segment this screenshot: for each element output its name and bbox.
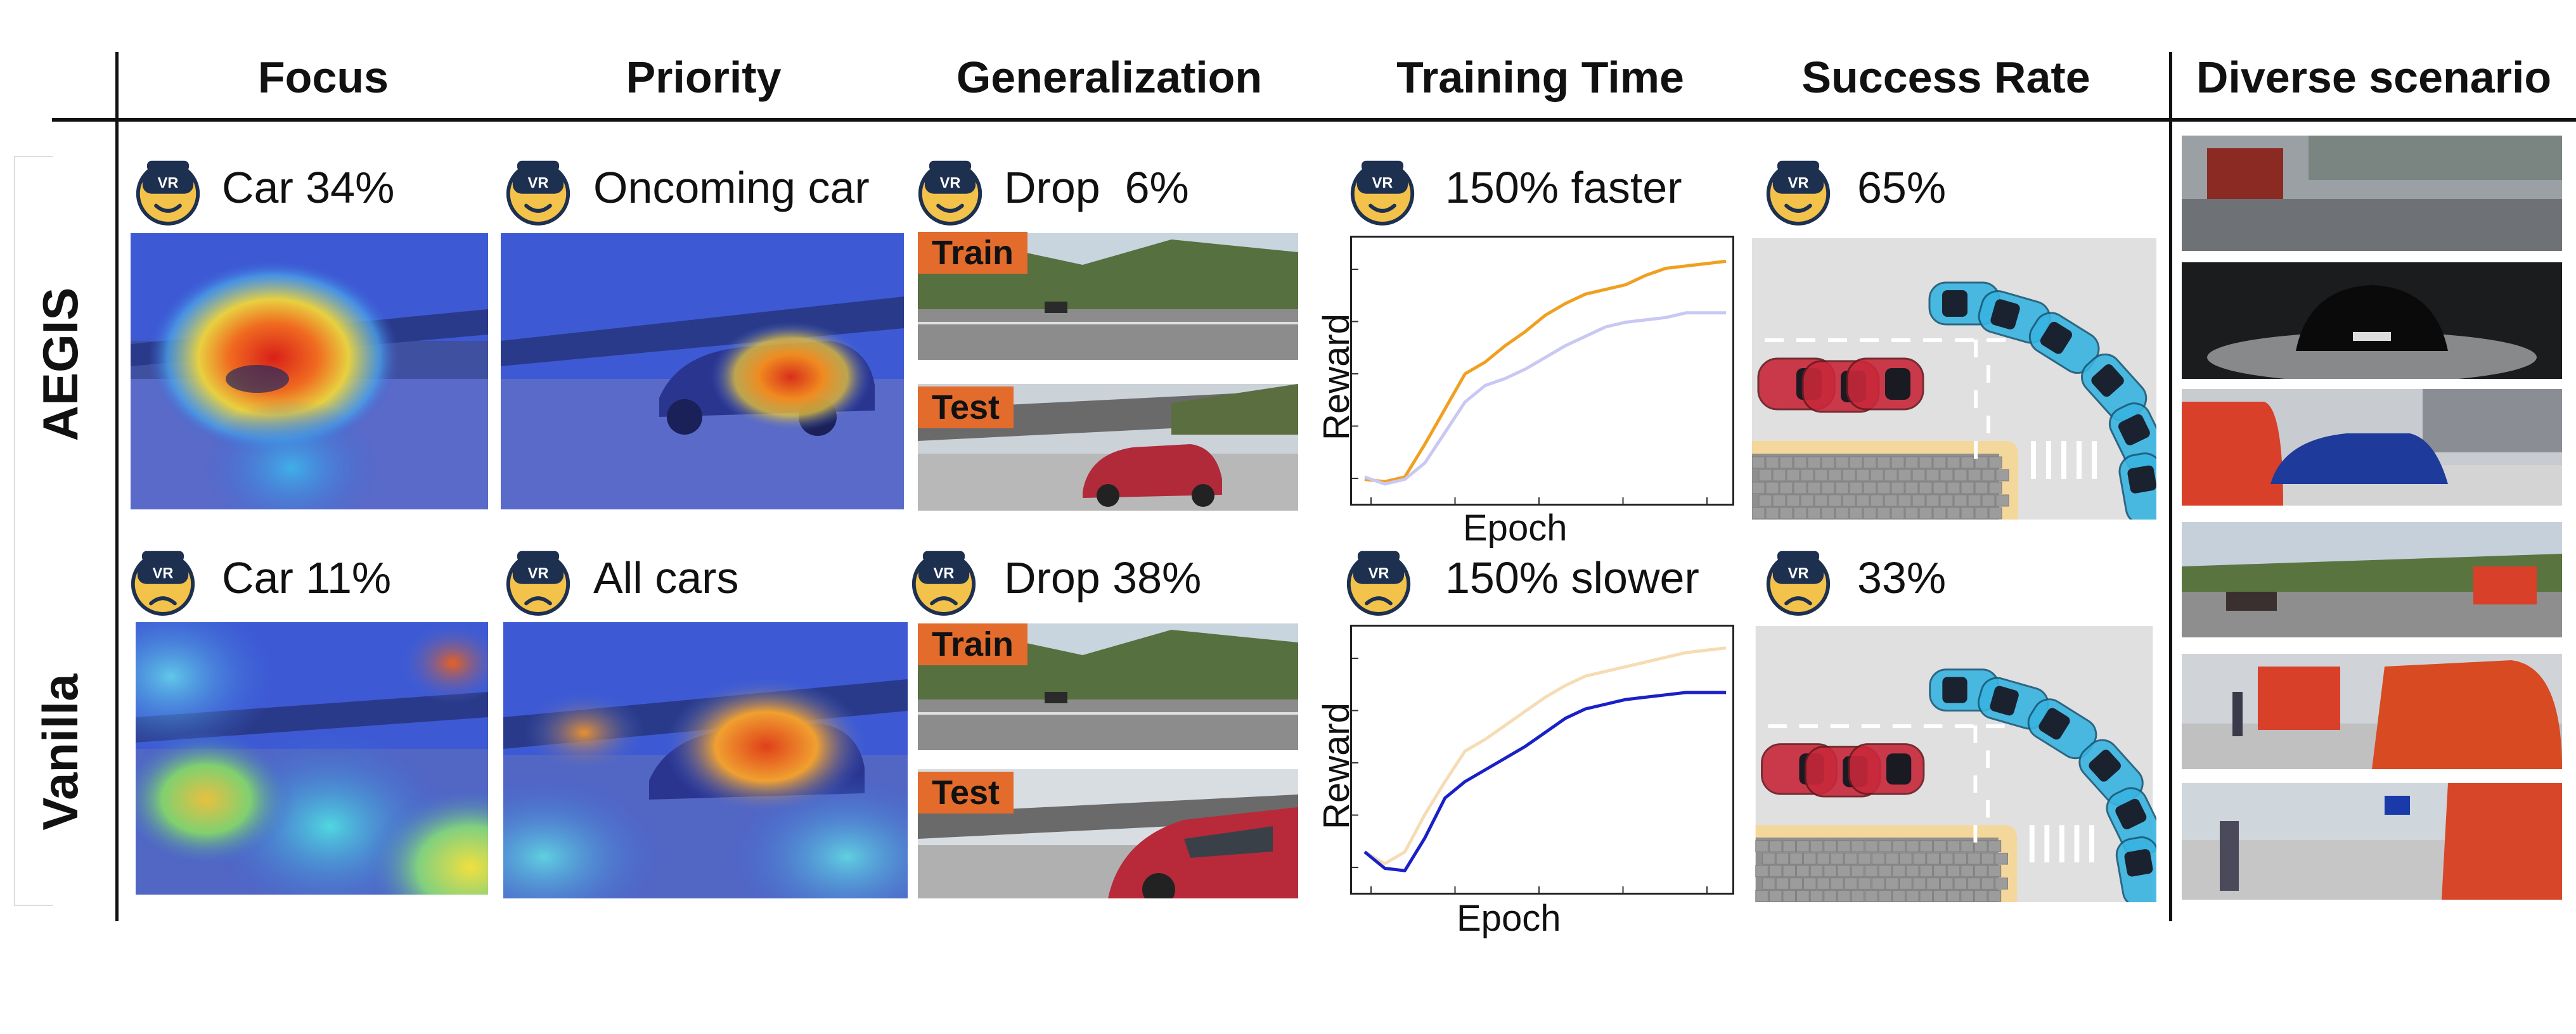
svg-text:VR: VR	[153, 565, 174, 581]
row-label-aegis: AEGIS	[32, 287, 88, 442]
aegis-generalization-caption: Drop 6%	[1004, 163, 1189, 212]
sad-vr-face-icon: VR	[1346, 551, 1411, 616]
reward-series-line	[1363, 691, 1726, 872]
aegis-success-scene	[1752, 238, 2156, 520]
aegis-reward-chart	[1350, 236, 1734, 506]
left-divider	[115, 52, 119, 921]
svg-text:VR: VR	[528, 174, 549, 191]
column-header-training-time: Training Time	[1396, 53, 1684, 102]
reward-series-line	[1364, 259, 1727, 483]
vanilla-generalization-caption: Drop 38%	[1004, 553, 1202, 603]
sad-vr-face-icon: VR	[506, 551, 570, 616]
vanilla-success-rate-caption: 33%	[1857, 553, 1947, 603]
scenario-thumbnail	[2182, 654, 2562, 769]
sad-vr-face-icon: VR	[911, 551, 976, 616]
scenario-thumbnail	[2182, 783, 2562, 900]
vanilla-success-scene	[1752, 626, 2156, 902]
svg-text:VR: VR	[1372, 174, 1393, 191]
happy-vr-face-icon: VR	[136, 160, 200, 226]
test-tag: Test	[918, 386, 1014, 428]
test-tag: Test	[918, 772, 1014, 814]
x-axis-label: Epoch	[1463, 507, 1568, 549]
scenario-thumbnail	[2182, 262, 2562, 379]
train-tag: Train	[918, 623, 1028, 665]
right-divider	[2169, 52, 2172, 921]
y-axis-label: Reward	[1316, 703, 1357, 829]
row-label-bracket	[14, 156, 53, 906]
vanilla-focus-caption: Car 11%	[222, 553, 392, 603]
svg-text:VR: VR	[1368, 565, 1389, 581]
happy-vr-face-icon: VR	[1766, 160, 1831, 226]
scenario-thumbnail	[2182, 136, 2562, 251]
aegis-training-time-caption: 150% faster	[1445, 163, 1682, 212]
svg-text:VR: VR	[1788, 565, 1809, 581]
vanilla-reward-chart	[1350, 625, 1734, 895]
header-divider	[52, 118, 2576, 122]
aegis-focus-heatmap	[131, 233, 488, 509]
column-header-priority: Priority	[626, 53, 782, 102]
reward-series-line	[1363, 646, 1727, 865]
vanilla-focus-heatmap	[136, 622, 488, 895]
svg-text:VR: VR	[158, 174, 179, 191]
aegis-priority-caption: Oncoming car	[593, 163, 870, 212]
aegis-focus-caption: Car 34%	[222, 163, 395, 212]
vanilla-training-time-caption: 150% slower	[1445, 553, 1699, 603]
happy-vr-face-icon: VR	[506, 160, 570, 226]
column-header-generalization: Generalization	[956, 53, 1263, 102]
column-header-diverse-scenario: Diverse scenario	[2196, 53, 2552, 102]
vanilla-priority-caption: All cars	[593, 553, 739, 603]
scenario-thumbnail	[2182, 522, 2562, 637]
x-axis-label: Epoch	[1457, 898, 1561, 939]
aegis-success-rate-caption: 65%	[1857, 163, 1947, 212]
scenario-thumbnail	[2182, 389, 2562, 506]
sad-vr-face-icon: VR	[131, 551, 195, 616]
svg-text:VR: VR	[528, 565, 549, 581]
svg-text:VR: VR	[940, 174, 961, 191]
row-label-vanilla: Vanilla	[32, 673, 88, 831]
svg-text:VR: VR	[1788, 174, 1809, 191]
aegis-priority-heatmap	[501, 233, 904, 509]
y-axis-label: Reward	[1316, 314, 1357, 440]
happy-vr-face-icon: VR	[1350, 160, 1415, 226]
vanilla-priority-heatmap	[503, 622, 908, 898]
vanilla-test-scene	[918, 769, 1298, 898]
train-tag: Train	[918, 232, 1028, 274]
column-header-success-rate: Success Rate	[1801, 53, 2090, 102]
reward-series-line	[1364, 311, 1726, 486]
happy-vr-face-icon: VR	[918, 160, 982, 226]
column-header-focus: Focus	[257, 53, 389, 102]
svg-text:VR: VR	[934, 565, 955, 581]
sad-vr-face-icon: VR	[1766, 551, 1831, 616]
